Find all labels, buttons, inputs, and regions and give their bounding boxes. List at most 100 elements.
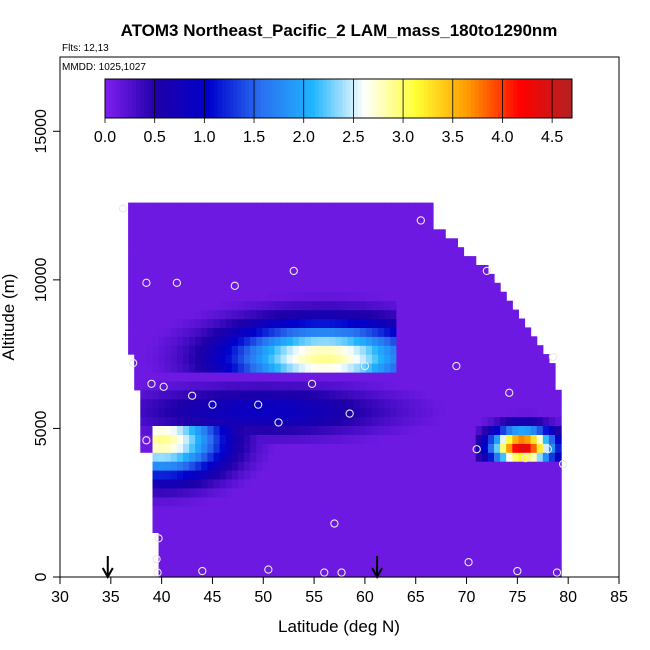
- heatmap-cell: [237, 452, 245, 462]
- heatmap-cell: [250, 318, 257, 328]
- heatmap-cell: [323, 416, 330, 426]
- heatmap-cell: [213, 496, 221, 507]
- heatmap-cell: [548, 461, 556, 471]
- heatmap-cell: [195, 372, 202, 382]
- heatmap-cell: [475, 478, 483, 489]
- heatmap-cell: [134, 318, 141, 328]
- heatmap-cell: [256, 568, 263, 578]
- heatmap-cell: [414, 265, 422, 275]
- heatmap-cell: [341, 559, 349, 569]
- heatmap-cell: [390, 407, 397, 418]
- heatmap-cell: [244, 461, 251, 471]
- heatmap-cell: [189, 487, 196, 498]
- colorbar-swatch: [404, 79, 410, 118]
- heatmap-cell: [280, 211, 288, 221]
- heatmap-cell: [213, 461, 221, 471]
- heatmap-cell: [402, 532, 410, 542]
- heatmap-cell: [390, 541, 397, 551]
- heatmap-cell: [158, 291, 166, 302]
- heatmap-cell: [231, 541, 239, 551]
- heatmap-cell: [347, 327, 355, 337]
- heatmap-cell: [548, 470, 556, 480]
- heatmap-cell: [311, 434, 318, 444]
- heatmap-cell: [176, 265, 184, 275]
- heatmap-cell: [292, 505, 300, 516]
- heatmap-cell: [512, 532, 519, 542]
- heatmap-cell: [506, 478, 513, 489]
- heatmap-cell: [170, 550, 178, 560]
- heatmap-cell: [506, 434, 513, 444]
- heatmap-cell: [274, 327, 282, 337]
- heatmap-cell: [481, 487, 489, 498]
- heatmap-cell: [189, 434, 196, 444]
- y-tick-label: 10000: [33, 258, 50, 303]
- heatmap-cell: [481, 505, 489, 516]
- colorbar-swatch: [132, 79, 137, 118]
- heatmap-cell: [390, 523, 397, 533]
- heatmap-cell: [353, 282, 361, 293]
- heatmap-cell: [311, 452, 318, 462]
- heatmap-cell: [225, 559, 233, 569]
- heatmap-cell: [262, 452, 269, 462]
- heatmap-cell: [231, 220, 239, 230]
- heatmap-cell: [158, 256, 166, 266]
- heatmap-cell: [548, 372, 556, 382]
- heatmap-cell: [475, 470, 483, 480]
- heatmap-cell: [408, 282, 416, 293]
- heatmap-cell: [335, 354, 343, 364]
- heatmap-cell: [475, 514, 483, 525]
- heatmap-cell: [402, 363, 410, 373]
- heatmap-cell: [262, 238, 269, 248]
- heatmap-cell: [445, 345, 452, 355]
- heatmap-cell: [213, 336, 221, 346]
- heatmap-cell: [176, 202, 184, 213]
- heatmap-cell: [353, 443, 361, 453]
- heatmap-cell: [225, 363, 233, 373]
- heatmap-cell: [481, 389, 489, 400]
- heatmap-cell: [311, 559, 318, 569]
- heatmap-cell: [213, 425, 221, 435]
- heatmap-cell: [359, 398, 367, 409]
- heatmap-cell: [548, 568, 556, 578]
- heatmap-cell: [463, 327, 471, 337]
- heatmap-cell: [195, 559, 202, 569]
- heatmap-cell: [469, 327, 477, 337]
- heatmap-cell: [140, 318, 147, 328]
- heatmap-cell: [256, 220, 263, 230]
- colorbar-swatch: [361, 79, 367, 118]
- heatmap-cell: [152, 425, 160, 435]
- heatmap-cell: [311, 505, 318, 516]
- heatmap-cell: [152, 202, 160, 213]
- heatmap-cell: [530, 425, 538, 435]
- heatmap-cell: [445, 541, 452, 551]
- heatmap-cell: [304, 256, 312, 266]
- heatmap-cell: [555, 389, 562, 400]
- heatmap-cell: [268, 505, 276, 516]
- heatmap-cell: [152, 318, 160, 328]
- heatmap-cell: [451, 398, 458, 409]
- heatmap-cell: [250, 487, 257, 498]
- colorbar-swatch: [105, 79, 110, 118]
- heatmap-cell: [414, 380, 422, 391]
- heatmap-cell: [262, 407, 269, 418]
- heatmap-cell: [420, 550, 428, 560]
- heatmap-cell: [518, 425, 526, 435]
- heatmap-cell: [524, 514, 532, 525]
- heatmap-cell: [244, 318, 251, 328]
- heatmap-cell: [317, 309, 324, 320]
- heatmap-cell: [445, 416, 452, 426]
- heatmap-cell: [396, 282, 404, 293]
- heatmap-cell: [213, 407, 221, 418]
- heatmap-cell: [311, 211, 318, 221]
- heatmap-cell: [250, 505, 257, 516]
- x-tick-label: 50: [254, 589, 272, 606]
- heatmap-cell: [396, 559, 404, 569]
- heatmap-cell: [359, 211, 367, 221]
- heatmap-cell: [317, 559, 324, 569]
- colorbar-swatch: [280, 79, 285, 118]
- heatmap-cell: [329, 380, 336, 391]
- heatmap-cell: [164, 345, 172, 355]
- heatmap-cell: [274, 452, 282, 462]
- heatmap-cell: [518, 532, 526, 542]
- heatmap-cell: [445, 514, 452, 525]
